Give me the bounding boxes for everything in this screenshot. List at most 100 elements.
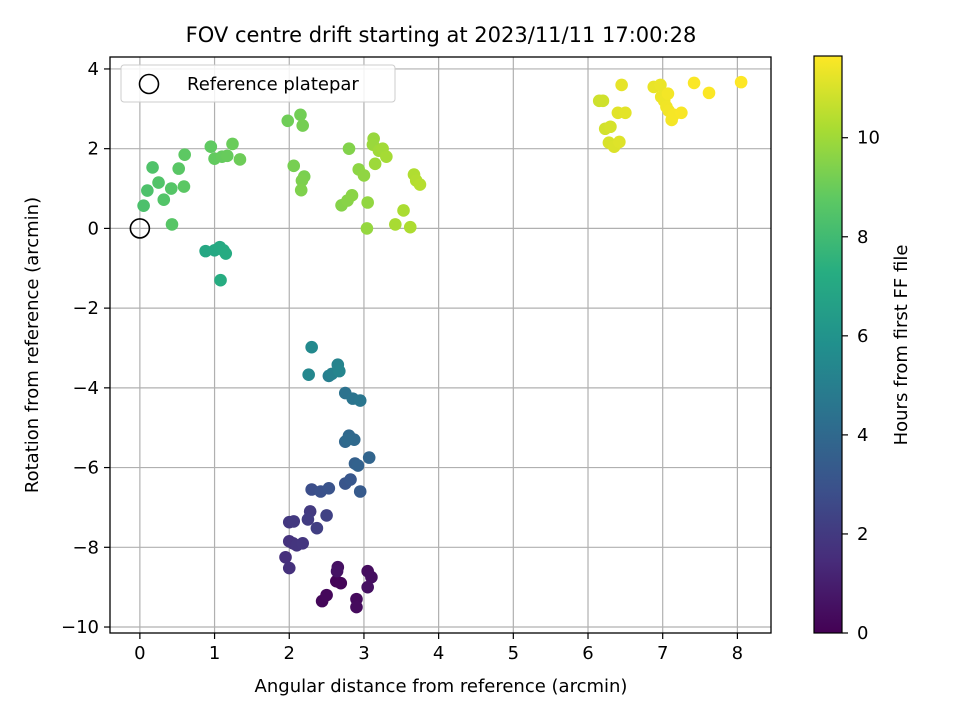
data-point (302, 368, 315, 381)
data-point (341, 433, 354, 446)
data-point (351, 459, 365, 472)
data-point (287, 159, 301, 173)
data-point (178, 148, 191, 161)
data-point (294, 108, 307, 122)
reference-platepar-marker (129, 218, 151, 239)
colorbar-tick-label: 8 (857, 227, 868, 248)
data-point (219, 247, 233, 260)
colorbar-tick-label: 10 (857, 128, 880, 149)
data-point (360, 222, 374, 235)
data-point (619, 106, 632, 120)
data-point (177, 180, 191, 193)
y-tick-label: −8 (72, 537, 99, 558)
data-point (305, 340, 318, 354)
colorbar-gradient (813, 55, 843, 634)
x-tick-label: 4 (433, 643, 444, 664)
data-point (220, 149, 234, 163)
legend-reference-marker-icon (138, 73, 160, 95)
data-point (397, 204, 410, 217)
data-point (330, 564, 344, 578)
data-point (233, 153, 247, 166)
y-axis-label: Rotation from reference (arcmin) (22, 197, 43, 493)
x-tick-label: 6 (582, 643, 593, 664)
colorbar-tick-label: 6 (857, 326, 868, 347)
data-point (332, 364, 346, 378)
data-point (345, 189, 359, 202)
data-point (596, 94, 610, 108)
y-tick-label: −2 (72, 298, 99, 319)
y-tick-label: 4 (88, 59, 99, 80)
data-point (361, 196, 374, 209)
legend-reference-label: Reference platepar (187, 74, 359, 95)
data-point (294, 183, 308, 197)
data-point (301, 513, 315, 526)
colorbar-tick-label: 0 (857, 623, 868, 644)
data-point (279, 550, 292, 564)
data-point (214, 273, 227, 287)
colorbar-tick-label: 4 (857, 425, 868, 446)
data-point (320, 588, 333, 602)
x-tick-label: 5 (508, 643, 519, 664)
colorbar-ticks: 0 2 4 6 8 10 (842, 128, 880, 644)
data-point (296, 119, 309, 132)
data-point (296, 537, 309, 550)
x-tick-label: 3 (358, 643, 369, 664)
x-axis-ticks: 0 1 2 3 4 5 6 7 8 (134, 633, 743, 664)
data-point (362, 451, 376, 464)
grid-lines (110, 57, 771, 633)
data-point (403, 220, 417, 234)
data-point (282, 561, 296, 575)
data-point (413, 178, 427, 191)
data-point (204, 140, 218, 153)
x-tick-label: 1 (209, 643, 220, 664)
data-point (675, 106, 688, 120)
data-point (661, 87, 675, 100)
data-point (141, 184, 154, 197)
x-tick-label: 7 (657, 643, 668, 664)
data-point (152, 176, 165, 189)
data-point (172, 162, 186, 175)
data-point (353, 394, 367, 407)
data-point (654, 78, 667, 92)
data-point (380, 150, 393, 163)
data-point (295, 174, 309, 187)
data-point (334, 576, 348, 590)
colorbar: 0 2 4 6 8 10 Hours from first FF file (813, 55, 912, 644)
colorbar-label: Hours from first FF file (891, 245, 912, 446)
data-point (342, 142, 356, 155)
y-tick-label: 0 (88, 218, 99, 239)
data-point (361, 580, 374, 594)
data-point (350, 600, 363, 614)
data-point (226, 137, 239, 151)
legend: Reference platepar (120, 64, 396, 103)
data-point (613, 135, 626, 149)
data-point (368, 157, 382, 171)
chart-title: FOV centre drift starting at 2023/11/11 … (186, 23, 697, 47)
data-point (322, 482, 336, 495)
data-point (320, 509, 333, 522)
data-point (604, 120, 617, 134)
x-tick-label: 2 (284, 643, 295, 664)
data-point (157, 193, 171, 207)
data-point (137, 199, 150, 212)
data-point (344, 473, 357, 486)
data-point (734, 75, 748, 89)
data-point (702, 86, 716, 100)
data-points (137, 75, 748, 614)
data-point (357, 169, 371, 182)
data-point (281, 114, 295, 128)
x-tick-label: 0 (134, 643, 145, 664)
data-point (389, 218, 402, 231)
y-tick-label: −4 (72, 378, 99, 399)
plot-frame (109, 56, 772, 634)
y-axis-ticks: −10 −8 −6 −4 −2 0 2 4 (61, 59, 110, 638)
x-tick-label: 8 (732, 643, 743, 664)
y-tick-label: 2 (88, 139, 99, 160)
y-tick-label: −10 (61, 617, 99, 638)
data-point (287, 515, 301, 528)
x-axis-label: Angular distance from reference (arcmin) (255, 676, 628, 697)
legend-box (120, 64, 396, 103)
data-point (310, 521, 324, 535)
data-point (615, 78, 628, 92)
